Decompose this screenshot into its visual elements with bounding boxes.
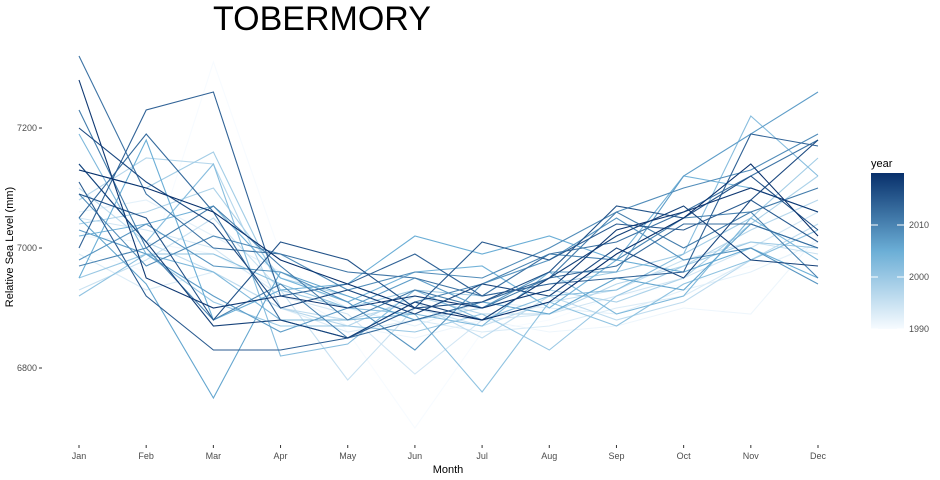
x-tick-label: Jun: [408, 451, 423, 461]
chart-title: TOBERMORY: [213, 0, 431, 38]
series-line-2015: [78, 181, 819, 351]
x-tick-label: Jan: [72, 451, 87, 461]
series-line-2012: [78, 55, 819, 297]
series-line-1993: [78, 229, 819, 333]
x-tick-label: Jul: [476, 451, 488, 461]
x-tick-label: Apr: [274, 451, 288, 461]
y-tick-label: 6800: [17, 363, 37, 373]
x-tick-label: May: [339, 451, 357, 461]
plot-area: [78, 55, 819, 429]
series-line-1996: [78, 187, 819, 339]
y-tick-label: 7200: [17, 123, 37, 133]
x-axis-title: Month: [433, 464, 464, 476]
x-tick-label: Feb: [138, 451, 154, 461]
legend: year 1990 2000 2010: [871, 158, 929, 334]
y-tick-label: 7000: [17, 243, 37, 253]
series-line-2001: [78, 229, 819, 393]
legend-colorbar: [871, 173, 904, 329]
y-axis-title: Relative Sea Level (mm): [4, 187, 16, 307]
x-axis: Jan Feb Mar Apr May Jun Jul Aug Sep Oct Nov Dec: [72, 445, 827, 461]
series-line-2011: [78, 109, 819, 321]
series-line-2004: [78, 175, 819, 309]
series-line-1990: [78, 60, 819, 429]
y-axis: 6800 7000 7200: [17, 123, 42, 373]
series-line-2008: [78, 217, 819, 351]
series-line-2019: [78, 79, 819, 309]
series-line-1994: [78, 211, 819, 375]
series-line-2018: [78, 163, 819, 339]
x-tick-label: Mar: [206, 451, 222, 461]
x-tick-label: Oct: [677, 451, 692, 461]
series-line-2020: [78, 163, 819, 321]
series-line-2005: [78, 138, 819, 321]
x-tick-label: Nov: [743, 451, 760, 461]
legend-tick-label: 1990: [909, 324, 929, 334]
series-line-1991: [78, 235, 819, 339]
legend-ticks: 1990 2000 2010: [871, 220, 929, 334]
series-line-2010: [78, 211, 819, 339]
x-tick-label: Aug: [541, 451, 557, 461]
legend-tick-label: 2000: [909, 272, 929, 282]
x-tick-label: Dec: [810, 451, 827, 461]
legend-title: year: [871, 158, 893, 170]
legend-tick-label: 2010: [909, 220, 929, 230]
series-line-2000: [78, 241, 819, 351]
x-tick-label: Sep: [608, 451, 624, 461]
series-line-2017: [78, 127, 819, 315]
series-line-2003: [78, 133, 819, 327]
